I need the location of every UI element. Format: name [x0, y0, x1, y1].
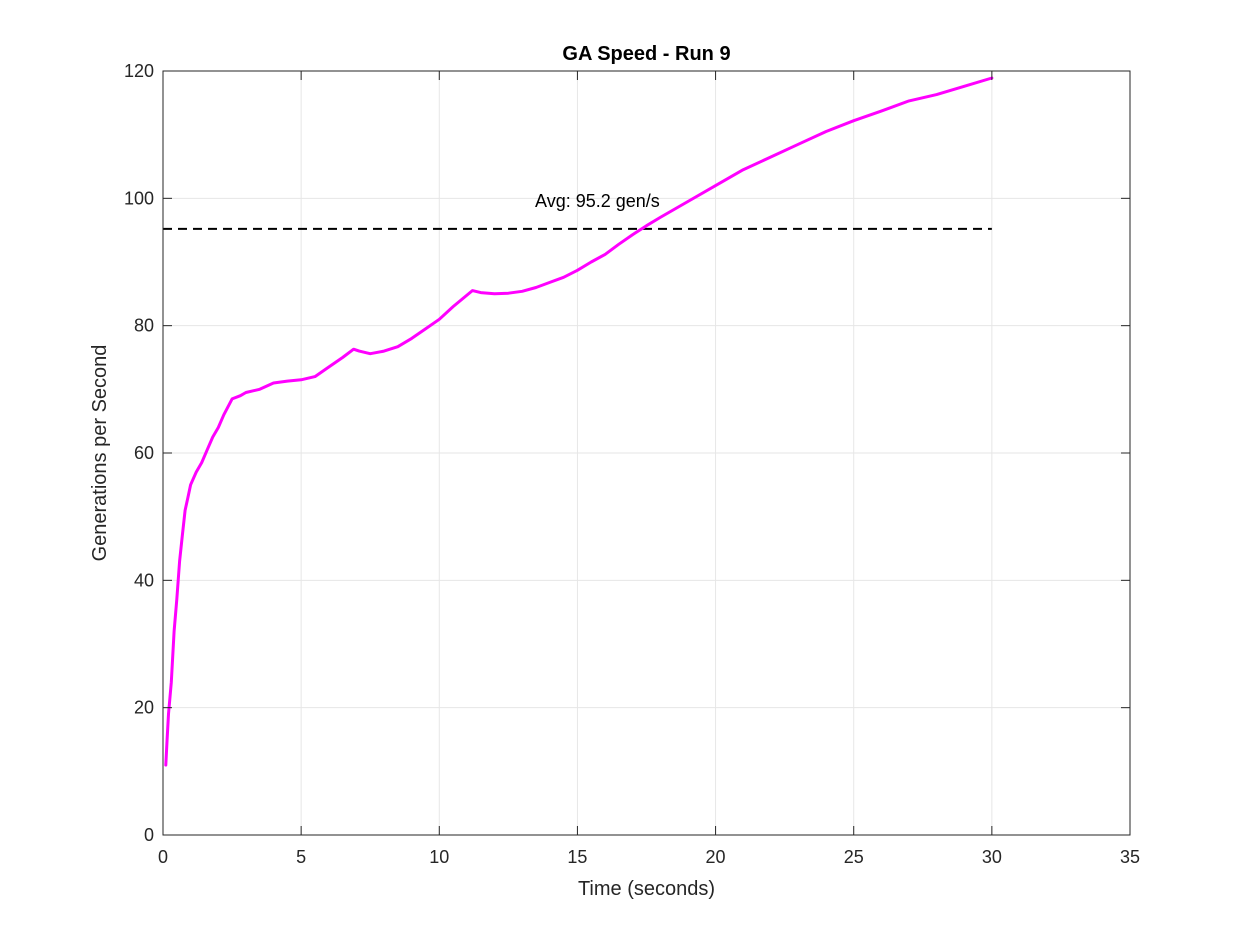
y-tick-label: 60 [134, 443, 154, 463]
axis-ticks: 0 5 10 15 20 25 30 35 0 20 40 60 80 100 120 [124, 61, 1140, 867]
x-tick-label: 20 [706, 847, 726, 867]
x-axis-label: Time (seconds) [578, 878, 715, 900]
chart-title: GA Speed - Run 9 [562, 43, 730, 65]
x-tick-label: 0 [158, 847, 168, 867]
y-tick-label: 100 [124, 188, 154, 208]
x-tick-label: 30 [982, 847, 1002, 867]
y-tick-label: 20 [134, 698, 154, 718]
y-tick-label: 80 [134, 316, 154, 336]
x-tick-label: 10 [429, 847, 449, 867]
x-tick-label: 35 [1120, 847, 1140, 867]
y-tick-label: 0 [144, 825, 154, 845]
x-tick-label: 5 [296, 847, 306, 867]
series-line [164, 76, 994, 767]
average-annotation: Avg: 95.2 gen/s [535, 191, 660, 211]
y-tick-label: 120 [124, 61, 154, 81]
y-axis-label: Generations per Second [89, 345, 111, 562]
reference-lines: Avg: 95.2 gen/s [163, 191, 992, 230]
series-lines [164, 76, 994, 767]
y-tick-label: 40 [134, 570, 154, 590]
x-tick-label: 15 [567, 847, 587, 867]
x-tick-label: 25 [844, 847, 864, 867]
grid-lines [163, 71, 1130, 835]
